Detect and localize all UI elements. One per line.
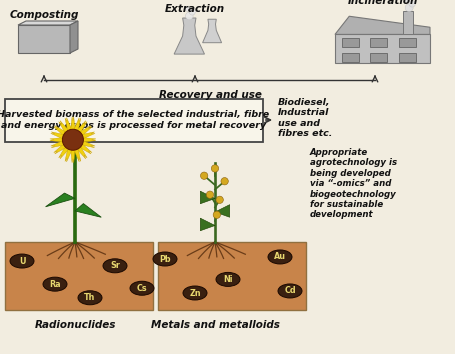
- Circle shape: [405, 4, 413, 12]
- Polygon shape: [46, 193, 75, 207]
- Circle shape: [409, 0, 415, 7]
- Text: Composting: Composting: [9, 10, 79, 20]
- Ellipse shape: [216, 272, 240, 286]
- Text: Cs: Cs: [136, 284, 147, 293]
- Text: Recovery and use: Recovery and use: [158, 90, 262, 100]
- Circle shape: [221, 178, 228, 185]
- Circle shape: [186, 12, 193, 20]
- Polygon shape: [71, 147, 76, 163]
- Ellipse shape: [43, 277, 67, 291]
- Polygon shape: [73, 145, 81, 162]
- Polygon shape: [335, 16, 430, 34]
- Bar: [404, 11, 413, 34]
- Polygon shape: [75, 204, 101, 217]
- Text: Extraction: Extraction: [165, 4, 225, 14]
- Polygon shape: [18, 25, 70, 53]
- Text: Radionuclides: Radionuclides: [34, 320, 116, 330]
- FancyBboxPatch shape: [5, 98, 263, 142]
- Polygon shape: [73, 118, 81, 134]
- Polygon shape: [54, 126, 69, 138]
- Polygon shape: [79, 139, 95, 148]
- Text: Th: Th: [84, 293, 96, 302]
- Polygon shape: [215, 205, 230, 217]
- Polygon shape: [335, 34, 430, 63]
- Ellipse shape: [153, 252, 177, 266]
- Text: Incineration: Incineration: [348, 0, 418, 6]
- Text: U: U: [19, 257, 25, 266]
- Polygon shape: [75, 121, 87, 136]
- Polygon shape: [59, 121, 71, 136]
- Polygon shape: [54, 142, 69, 154]
- Polygon shape: [18, 21, 78, 25]
- Ellipse shape: [183, 286, 207, 300]
- Polygon shape: [71, 117, 76, 133]
- Polygon shape: [75, 144, 87, 159]
- Ellipse shape: [10, 254, 34, 268]
- Polygon shape: [77, 142, 92, 154]
- Text: Ra: Ra: [49, 280, 61, 289]
- Polygon shape: [174, 18, 204, 54]
- Polygon shape: [200, 191, 215, 204]
- Text: Biodiesel,
Industrial
use and
fibres etc.: Biodiesel, Industrial use and fibres etc…: [278, 98, 332, 138]
- Text: Zn: Zn: [189, 289, 201, 297]
- Polygon shape: [79, 132, 95, 140]
- Text: Sr: Sr: [110, 261, 120, 270]
- Circle shape: [213, 211, 221, 218]
- Circle shape: [201, 172, 208, 179]
- Ellipse shape: [78, 291, 102, 305]
- Bar: [342, 53, 359, 62]
- Polygon shape: [77, 126, 92, 138]
- Bar: [370, 53, 387, 62]
- Text: Appropriate
agrotechnology is
being developed
via “-omics” and
biogeotechnology
: Appropriate agrotechnology is being deve…: [310, 148, 397, 219]
- Polygon shape: [59, 144, 71, 159]
- Polygon shape: [202, 19, 222, 43]
- Bar: [399, 53, 416, 62]
- Polygon shape: [70, 21, 78, 53]
- Polygon shape: [51, 139, 67, 148]
- Polygon shape: [65, 118, 73, 134]
- Polygon shape: [200, 218, 215, 231]
- Text: Au: Au: [274, 252, 286, 262]
- Text: Harvested biomass of the selected industrial, fibre
and energy crops is processe: Harvested biomass of the selected indust…: [0, 110, 270, 130]
- Polygon shape: [51, 132, 67, 140]
- Circle shape: [189, 9, 195, 15]
- Text: Cd: Cd: [284, 286, 296, 296]
- Polygon shape: [65, 145, 73, 162]
- Circle shape: [206, 191, 214, 198]
- Ellipse shape: [130, 281, 154, 295]
- Circle shape: [185, 7, 190, 11]
- Ellipse shape: [103, 259, 127, 273]
- Circle shape: [216, 196, 223, 204]
- Bar: [399, 38, 416, 47]
- Ellipse shape: [278, 284, 302, 298]
- Polygon shape: [50, 137, 66, 142]
- Text: Ni: Ni: [223, 275, 233, 284]
- Ellipse shape: [268, 250, 292, 264]
- Text: Metals and metalloids: Metals and metalloids: [151, 320, 279, 330]
- Polygon shape: [80, 137, 96, 142]
- Text: Pb: Pb: [159, 255, 171, 263]
- Bar: [5, 242, 153, 310]
- Circle shape: [404, 0, 410, 2]
- Bar: [370, 38, 387, 47]
- Bar: [158, 242, 306, 310]
- Bar: [342, 38, 359, 47]
- Circle shape: [62, 129, 83, 150]
- Circle shape: [211, 165, 219, 172]
